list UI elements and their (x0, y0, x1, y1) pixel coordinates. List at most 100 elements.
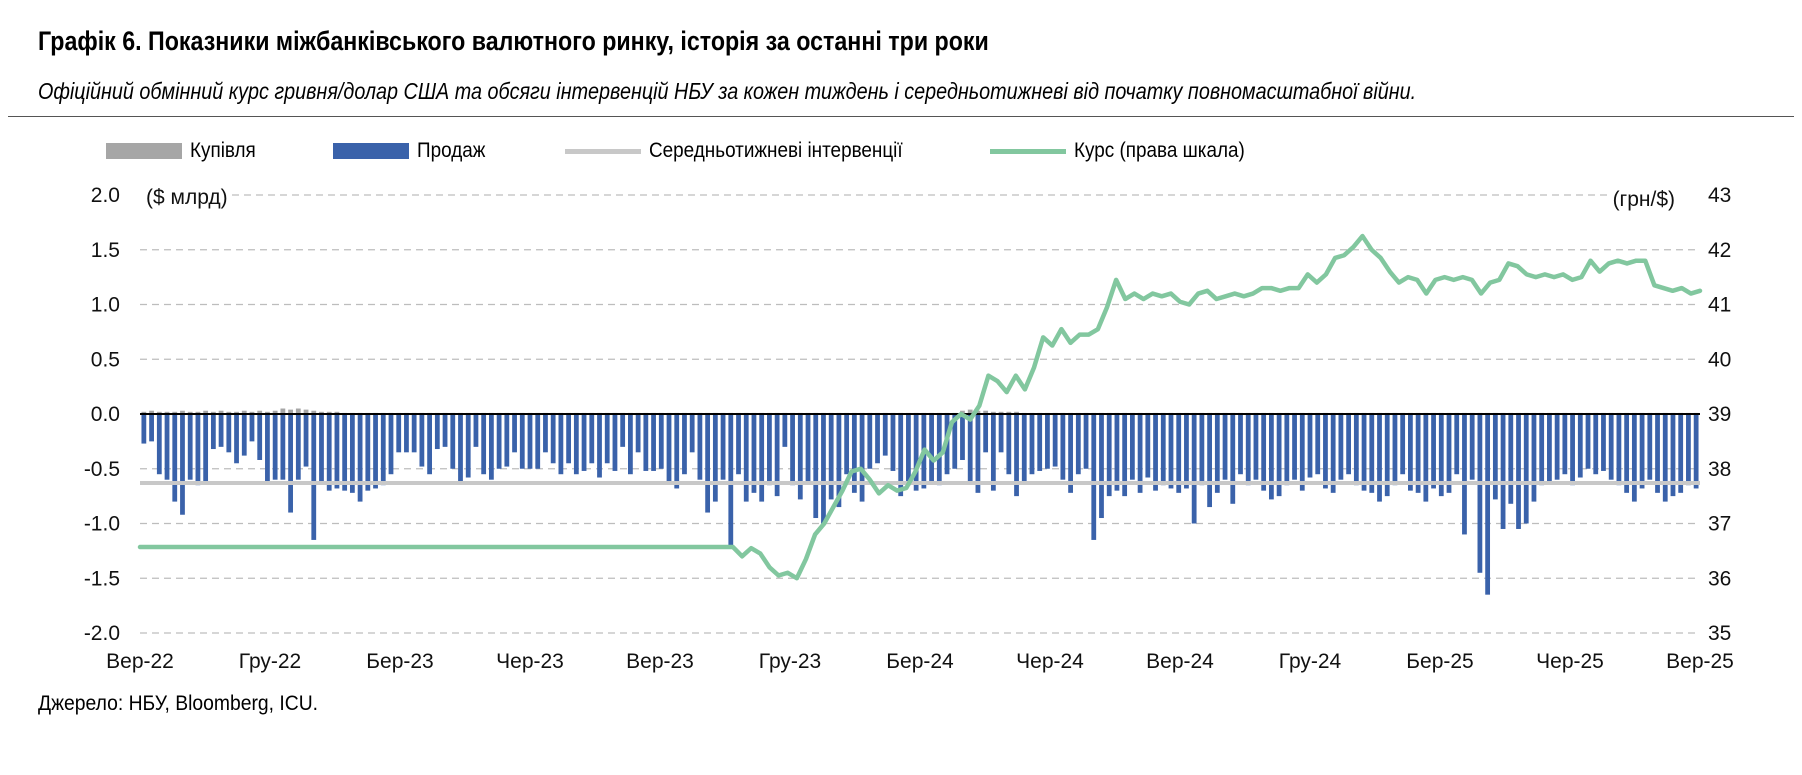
purchase-bar (998, 411, 1004, 414)
sale-bar (581, 414, 587, 471)
sale-bar (1477, 414, 1483, 573)
sale-bar (458, 414, 463, 482)
sale-bar (728, 414, 734, 546)
sale-bar (643, 414, 649, 471)
sale-bar (218, 414, 224, 447)
sale-bar (1284, 414, 1290, 486)
sale-bar (1214, 414, 1220, 493)
sale-bar (1292, 414, 1297, 480)
sale-bar (1678, 414, 1684, 493)
sale-bar (1438, 414, 1444, 497)
sale-bar (913, 414, 919, 491)
purchase-bar (218, 410, 224, 414)
y-tick-left: 0.5 (91, 348, 120, 371)
x-tick-label: Чер-23 (496, 650, 564, 673)
sale-bar (149, 414, 154, 442)
sale-bar (635, 414, 641, 453)
purchase-bar (257, 410, 263, 414)
legend-item-sale: Продаж (333, 139, 493, 163)
legend-swatch-average (565, 148, 641, 154)
sale-bar (543, 414, 548, 453)
sale-bar (1168, 414, 1174, 489)
sale-bar (1353, 414, 1359, 486)
sale-bar (573, 414, 579, 475)
sale-bar (272, 414, 278, 480)
purchase-bar (990, 411, 996, 414)
sale-bar (1184, 414, 1189, 489)
sale-bar (288, 414, 293, 513)
sale-bar (1469, 414, 1475, 480)
x-tick-label: Бер-23 (366, 650, 434, 673)
y-tick-right: 42 (1708, 239, 1731, 262)
purchase-bar (187, 411, 193, 414)
x-tick-label: Вер-22 (106, 650, 174, 673)
sale-bar (797, 414, 803, 500)
sale-bar (1423, 414, 1429, 502)
sale-bar (651, 414, 656, 471)
purchase-bar (210, 411, 216, 414)
sale-bar (349, 414, 355, 493)
sale-bar (1330, 414, 1336, 493)
purchase-bar (311, 410, 317, 414)
sale-bar (1431, 414, 1436, 489)
sale-bar (736, 414, 741, 475)
sale-bar (1492, 414, 1498, 500)
sale-bar (450, 414, 456, 469)
sale-bar (689, 414, 695, 453)
sale-bar (1400, 414, 1406, 475)
sale-bar (388, 414, 394, 475)
sale-bar (975, 414, 981, 493)
rate-line (137, 233, 1703, 581)
sale-bar (604, 414, 610, 464)
purchase-bar (326, 411, 332, 414)
purchase-bar (1014, 411, 1019, 414)
sale-bar (319, 414, 324, 482)
sale-bar (257, 414, 263, 460)
sale-bar (156, 414, 162, 475)
x-tick-label: Гру-22 (239, 650, 302, 673)
sale-bar (1639, 414, 1645, 489)
sale-bar (342, 414, 348, 491)
purchase-bar (1006, 411, 1012, 414)
y-tick-left: 2.0 (91, 184, 120, 207)
sale-bar (890, 414, 896, 471)
sale-bar (1377, 414, 1382, 502)
sale-bar (1608, 414, 1614, 480)
sale-bar (967, 414, 973, 482)
sale-bar (1083, 414, 1089, 469)
sale-bar (867, 414, 873, 469)
sale-bar (1276, 414, 1282, 497)
purchase-bar (141, 411, 147, 414)
x-tick-label: Бер-24 (886, 650, 954, 673)
sale-bar (280, 414, 286, 480)
legend-label-purchase: Купівля (190, 139, 256, 162)
purchase-bar (234, 411, 239, 414)
x-tick-label: Гру-23 (759, 650, 822, 673)
sale-bar (1153, 414, 1158, 491)
sale-bar (1570, 414, 1575, 486)
sale-bar (1068, 414, 1073, 493)
sale-bar (1655, 414, 1660, 493)
y-tick-left: 1.0 (91, 294, 120, 317)
sale-bar (1523, 414, 1529, 524)
purchase-bar (280, 408, 286, 414)
sale-bar (1137, 414, 1143, 493)
sale-bar (774, 414, 780, 497)
sale-bar (172, 414, 178, 502)
sale-bar (195, 414, 201, 486)
sale-bar (226, 414, 232, 453)
y-tick-right: 39 (1708, 403, 1731, 426)
sale-bar (187, 414, 193, 480)
purchase-bar (226, 411, 232, 414)
sale-bar (481, 414, 487, 475)
sale-bar (813, 414, 819, 519)
x-tick-label: Бер-25 (1406, 650, 1474, 673)
sale-bar (1446, 414, 1452, 493)
sale-bar (929, 414, 934, 482)
sale-bar (1323, 414, 1328, 489)
purchase-bar (975, 410, 981, 414)
sale-bar (512, 414, 517, 453)
sale-bar (743, 414, 749, 502)
sale-bars (141, 414, 1699, 595)
